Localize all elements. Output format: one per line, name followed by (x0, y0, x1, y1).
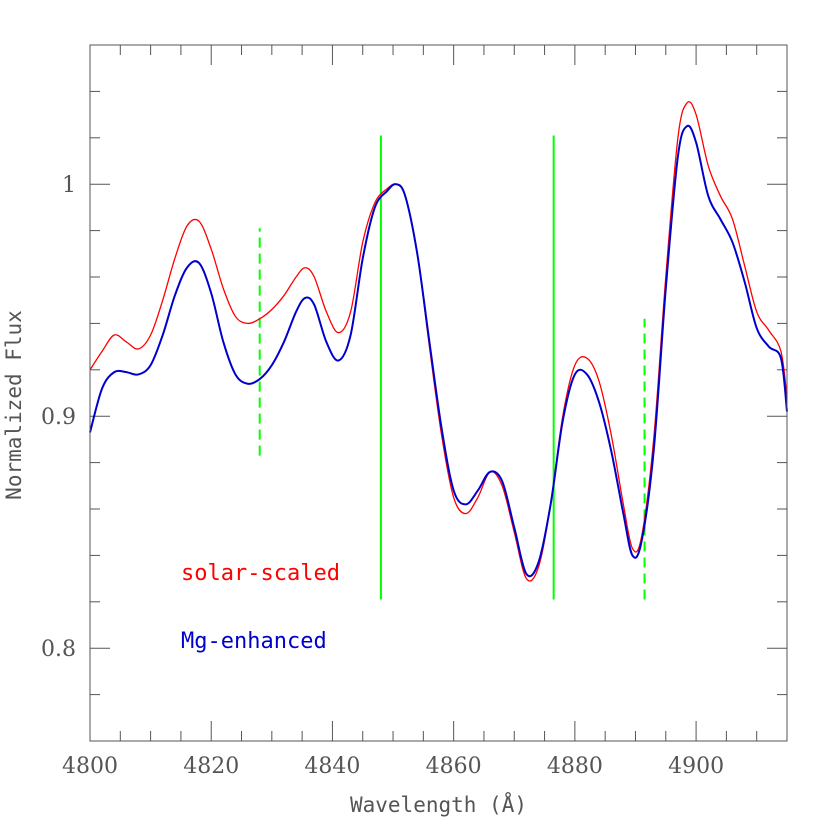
x-axis-title: Wavelength (Å) (350, 791, 527, 817)
plot-frame (89, 44, 788, 742)
series-line-mg-enhanced (89, 124, 788, 578)
y-tick-label: 0.9 (41, 405, 76, 430)
x-tick-label: 4800 (62, 754, 118, 779)
x-tick-label: 4860 (426, 754, 482, 779)
series-lines (89, 101, 788, 582)
legend-entry-solar-scaled: solar-scaled (181, 561, 340, 586)
x-tick-label: 4820 (183, 754, 239, 779)
x-tick-label: 4900 (668, 754, 724, 779)
tick-labels: 4800 4820 4840 4860 4880 4900 0.8 0.9 1 (41, 173, 724, 779)
x-tick-label: 4880 (547, 754, 603, 779)
y-tick-label: 0.8 (41, 637, 76, 662)
axis-ticks (89, 44, 788, 742)
series-line-solar-scaled (89, 101, 788, 582)
y-axis-title: Normalized Flux (2, 310, 26, 500)
y-tick-label: 1 (62, 173, 76, 198)
x-tick-label: 4840 (304, 754, 360, 779)
line-markers (258, 135, 646, 600)
legend-entry-mg-enhanced: Mg-enhanced (181, 629, 327, 654)
